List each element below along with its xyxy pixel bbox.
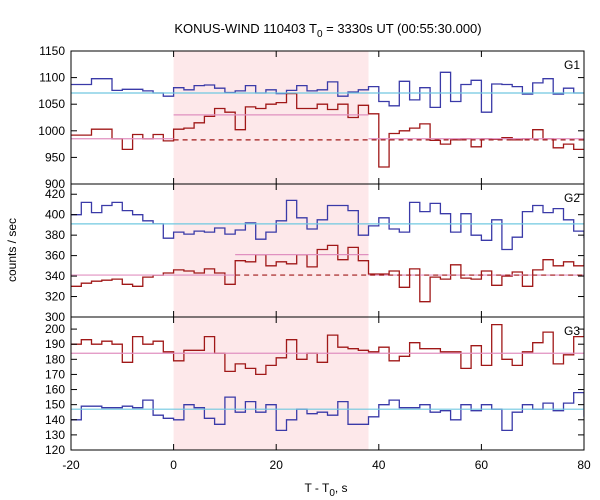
x-axis-label-main: T - T: [304, 481, 330, 495]
chart-title-rest: = 3330s UT (00:55:30.000): [323, 21, 482, 36]
panel-g2-ytick-label: 360: [45, 249, 65, 263]
panel-g2-ytick-label: 320: [45, 290, 65, 304]
xtick-label: 80: [577, 458, 591, 472]
panel-g1-ytick-label: 950: [45, 150, 65, 164]
panel-g3-ytick-label: 190: [45, 337, 65, 351]
panel-g3-ytick-label: 120: [45, 443, 65, 457]
xtick-label: 20: [270, 458, 284, 472]
panel-g3-ytick-label: 150: [45, 398, 65, 412]
panel-g2-ytick-label: 340: [45, 269, 65, 283]
panel-g3-label: G3: [564, 324, 580, 338]
xtick-label: 40: [372, 458, 386, 472]
panel-g2-label: G2: [564, 191, 580, 205]
chart-title: KONUS-WIND 110403 T0 = 3330s UT (00:55:3…: [174, 21, 481, 40]
panel-g2-ytick-label-bottom: 300: [45, 310, 65, 324]
shaded-interval: [173, 51, 369, 450]
x-axis-label-subscript: 0: [329, 488, 335, 499]
panel-g1-label: G1: [564, 58, 580, 72]
chart-title-subscript: 0: [317, 29, 323, 40]
xtick-label: 0: [170, 458, 177, 472]
panel-g3-series-blue-step: [71, 391, 584, 432]
xtick-label: 60: [475, 458, 489, 472]
panel-g3-ytick-label: 130: [45, 428, 65, 442]
panel-g3-ytick-label: 140: [45, 413, 65, 427]
panel-g1-ytick-label: 1000: [38, 124, 65, 138]
panel-g3-ytick-label: 200: [45, 322, 65, 336]
y-axis-label: counts / sec: [5, 218, 19, 282]
panel-g2-ytick-label: 380: [45, 228, 65, 242]
panel-g3-frame: [70, 316, 585, 451]
panel-g2-ytick-label: 420: [45, 187, 65, 201]
panel-g1-ytick-label: 1150: [39, 44, 65, 58]
x-axis-label-rest: , s: [335, 481, 348, 495]
chart-title-main: KONUS-WIND 110403 T: [174, 21, 317, 36]
x-axis-label: T - T0, s: [304, 481, 347, 499]
panel-g1-series-blue-step: [71, 71, 584, 113]
xtick-label: -20: [62, 458, 80, 472]
panel-g2-ytick-label: 400: [45, 208, 65, 222]
panel-g1-ytick-label: 1050: [38, 97, 65, 111]
panel-g3-ytick-label: 180: [45, 352, 65, 366]
panel-g3-ytick-label: 160: [45, 383, 65, 397]
panel-g1-ytick-label-bottom: 900: [45, 177, 65, 191]
panel-g1-ytick-label: 1100: [39, 71, 65, 85]
plot-layer: 9501000105011001150900G13203403603804004…: [38, 44, 591, 472]
panel-g3-ytick-label: 170: [45, 367, 65, 381]
